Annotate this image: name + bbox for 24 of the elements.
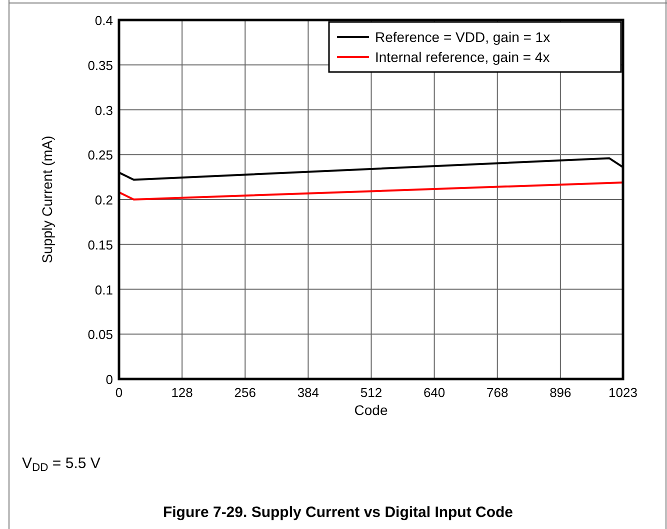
x-axis-title: Code (354, 402, 388, 418)
legend-label: Internal reference, gain = 4x (375, 49, 550, 65)
y-tick-label: 0 (106, 372, 113, 387)
x-tick-label: 512 (360, 385, 382, 400)
y-tick-label: 0.15 (88, 237, 113, 252)
x-tick-label: 768 (486, 385, 508, 400)
y-tick-label: 0.35 (88, 58, 113, 73)
y-tick-label: 0.3 (94, 102, 113, 118)
x-tick-label: 0 (115, 385, 123, 400)
y-tick-label: 0.2 (94, 192, 113, 208)
y-tick-label: 0.4 (94, 13, 113, 28)
text: Figure 7-29. Supply Current vs Digital Input Code (162, 504, 514, 521)
x-tick-label: 640 (423, 385, 446, 400)
legend-label: Reference = VDD, gain = 1x (375, 29, 550, 45)
y-tick-label: 0.1 (94, 282, 113, 298)
text: V$_{DD}$ = 5.5 V (22, 455, 100, 474)
y-tick-label: 0.05 (88, 327, 113, 342)
y-tick-label: 0.25 (88, 148, 113, 163)
y-axis-title: Supply Current (mA) (39, 136, 55, 264)
x-tick-label: 384 (297, 385, 320, 400)
x-tick-label: 1023 (608, 385, 638, 400)
x-tick-label: 128 (171, 385, 193, 400)
x-tick-label: 896 (550, 385, 572, 400)
x-tick-label: 256 (234, 385, 256, 400)
